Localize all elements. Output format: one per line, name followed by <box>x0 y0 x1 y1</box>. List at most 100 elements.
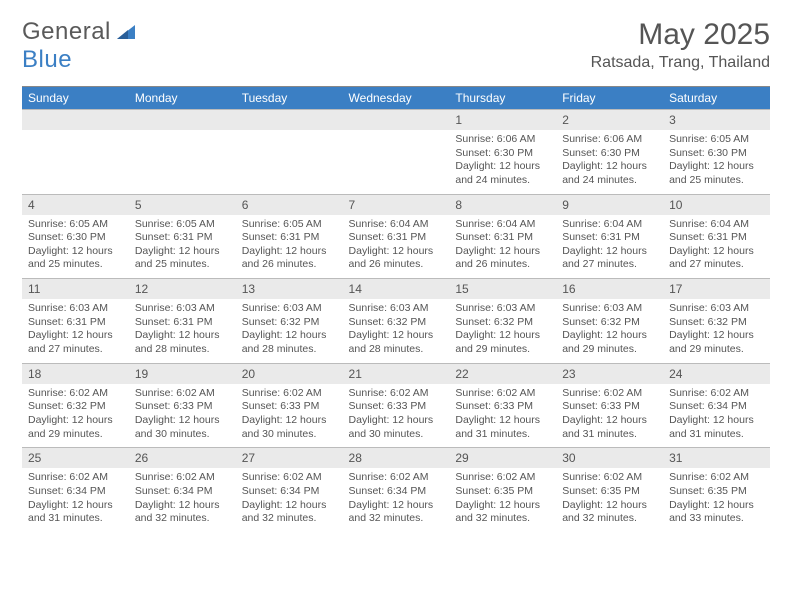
sunrise-line: Sunrise: 6:02 AM <box>135 387 230 401</box>
location: Ratsada, Trang, Thailand <box>591 54 770 72</box>
sunrise-line: Sunrise: 6:02 AM <box>669 387 764 401</box>
daylight-line: Daylight: 12 hours and 31 minutes. <box>669 414 764 441</box>
day-number-cell: 26 <box>129 448 236 469</box>
daylight-line: Daylight: 12 hours and 27 minutes. <box>562 245 657 272</box>
day-info-cell: Sunrise: 6:02 AMSunset: 6:33 PMDaylight:… <box>449 384 556 448</box>
day-number-cell: 30 <box>556 448 663 469</box>
daylight-line: Daylight: 12 hours and 29 minutes. <box>455 329 550 356</box>
daylight-line: Daylight: 12 hours and 27 minutes. <box>669 245 764 272</box>
header: General May 2025 Ratsada, Trang, Thailan… <box>22 18 770 72</box>
sunrise-line: Sunrise: 6:05 AM <box>242 218 337 232</box>
day-info-cell: Sunrise: 6:02 AMSunset: 6:33 PMDaylight:… <box>236 384 343 448</box>
daylight-line: Daylight: 12 hours and 30 minutes. <box>135 414 230 441</box>
daylight-line: Daylight: 12 hours and 29 minutes. <box>562 329 657 356</box>
day-number-row: 25262728293031 <box>22 448 770 469</box>
day-header-row: SundayMondayTuesdayWednesdayThursdayFrid… <box>22 87 770 110</box>
day-number-cell: 12 <box>129 279 236 300</box>
day-number-row: 123 <box>22 110 770 131</box>
daylight-line: Daylight: 12 hours and 27 minutes. <box>28 329 123 356</box>
sunset-line: Sunset: 6:34 PM <box>242 485 337 499</box>
sunrise-line: Sunrise: 6:02 AM <box>242 471 337 485</box>
sunset-line: Sunset: 6:32 PM <box>28 400 123 414</box>
day-info-cell: Sunrise: 6:02 AMSunset: 6:32 PMDaylight:… <box>22 384 129 448</box>
sunrise-line: Sunrise: 6:03 AM <box>455 302 550 316</box>
day-number-cell: 2 <box>556 110 663 131</box>
day-info-cell: Sunrise: 6:02 AMSunset: 6:34 PMDaylight:… <box>343 468 450 532</box>
day-info-cell: Sunrise: 6:03 AMSunset: 6:32 PMDaylight:… <box>236 299 343 363</box>
day-info-cell: Sunrise: 6:05 AMSunset: 6:31 PMDaylight:… <box>129 215 236 279</box>
day-number-cell: 27 <box>236 448 343 469</box>
day-number-row: 18192021222324 <box>22 363 770 384</box>
day-number-cell <box>236 110 343 131</box>
daylight-line: Daylight: 12 hours and 29 minutes. <box>28 414 123 441</box>
sunrise-line: Sunrise: 6:02 AM <box>242 387 337 401</box>
sunset-line: Sunset: 6:31 PM <box>135 316 230 330</box>
day-info-cell: Sunrise: 6:02 AMSunset: 6:34 PMDaylight:… <box>663 384 770 448</box>
sunrise-line: Sunrise: 6:02 AM <box>349 387 444 401</box>
daylight-line: Daylight: 12 hours and 25 minutes. <box>135 245 230 272</box>
sunset-line: Sunset: 6:35 PM <box>455 485 550 499</box>
day-number-cell: 16 <box>556 279 663 300</box>
logo-text-blue: Blue <box>22 46 72 73</box>
day-info-row: Sunrise: 6:05 AMSunset: 6:30 PMDaylight:… <box>22 215 770 279</box>
day-info-cell <box>343 130 450 194</box>
day-info-cell <box>236 130 343 194</box>
daylight-line: Daylight: 12 hours and 28 minutes. <box>135 329 230 356</box>
sunrise-line: Sunrise: 6:02 AM <box>135 471 230 485</box>
day-info-cell: Sunrise: 6:02 AMSunset: 6:35 PMDaylight:… <box>449 468 556 532</box>
sunrise-line: Sunrise: 6:02 AM <box>28 387 123 401</box>
day-info-row: Sunrise: 6:02 AMSunset: 6:32 PMDaylight:… <box>22 384 770 448</box>
daylight-line: Daylight: 12 hours and 32 minutes. <box>562 499 657 526</box>
sunset-line: Sunset: 6:30 PM <box>455 147 550 161</box>
daylight-line: Daylight: 12 hours and 33 minutes. <box>669 499 764 526</box>
day-number-cell: 21 <box>343 363 450 384</box>
day-number-cell: 22 <box>449 363 556 384</box>
day-number-cell: 14 <box>343 279 450 300</box>
day-header: Sunday <box>22 87 129 110</box>
day-number-cell: 18 <box>22 363 129 384</box>
sunrise-line: Sunrise: 6:05 AM <box>28 218 123 232</box>
sunrise-line: Sunrise: 6:02 AM <box>455 387 550 401</box>
day-info-cell: Sunrise: 6:03 AMSunset: 6:32 PMDaylight:… <box>343 299 450 363</box>
daylight-line: Daylight: 12 hours and 28 minutes. <box>242 329 337 356</box>
sunset-line: Sunset: 6:34 PM <box>669 400 764 414</box>
day-number-cell: 8 <box>449 194 556 215</box>
daylight-line: Daylight: 12 hours and 31 minutes. <box>562 414 657 441</box>
day-info-cell: Sunrise: 6:05 AMSunset: 6:30 PMDaylight:… <box>22 215 129 279</box>
day-info-cell: Sunrise: 6:03 AMSunset: 6:32 PMDaylight:… <box>556 299 663 363</box>
sunrise-line: Sunrise: 6:04 AM <box>669 218 764 232</box>
sunset-line: Sunset: 6:33 PM <box>455 400 550 414</box>
day-number-cell: 20 <box>236 363 343 384</box>
day-info-row: Sunrise: 6:02 AMSunset: 6:34 PMDaylight:… <box>22 468 770 532</box>
day-number-cell <box>129 110 236 131</box>
day-info-row: Sunrise: 6:03 AMSunset: 6:31 PMDaylight:… <box>22 299 770 363</box>
day-number-cell: 13 <box>236 279 343 300</box>
sunset-line: Sunset: 6:34 PM <box>349 485 444 499</box>
day-info-cell: Sunrise: 6:02 AMSunset: 6:35 PMDaylight:… <box>663 468 770 532</box>
daylight-line: Daylight: 12 hours and 32 minutes. <box>242 499 337 526</box>
sunset-line: Sunset: 6:31 PM <box>349 231 444 245</box>
daylight-line: Daylight: 12 hours and 25 minutes. <box>28 245 123 272</box>
month-title: May 2025 <box>591 18 770 52</box>
daylight-line: Daylight: 12 hours and 28 minutes. <box>349 329 444 356</box>
sunset-line: Sunset: 6:31 PM <box>135 231 230 245</box>
daylight-line: Daylight: 12 hours and 30 minutes. <box>242 414 337 441</box>
sunrise-line: Sunrise: 6:03 AM <box>28 302 123 316</box>
day-info-cell: Sunrise: 6:04 AMSunset: 6:31 PMDaylight:… <box>449 215 556 279</box>
daylight-line: Daylight: 12 hours and 32 minutes. <box>455 499 550 526</box>
sunrise-line: Sunrise: 6:02 AM <box>669 471 764 485</box>
day-info-cell: Sunrise: 6:05 AMSunset: 6:30 PMDaylight:… <box>663 130 770 194</box>
day-info-cell: Sunrise: 6:06 AMSunset: 6:30 PMDaylight:… <box>449 130 556 194</box>
day-number-cell: 25 <box>22 448 129 469</box>
sunset-line: Sunset: 6:32 PM <box>242 316 337 330</box>
logo: General <box>22 18 139 46</box>
sunset-line: Sunset: 6:31 PM <box>669 231 764 245</box>
sunset-line: Sunset: 6:30 PM <box>669 147 764 161</box>
day-number-cell: 23 <box>556 363 663 384</box>
daylight-line: Daylight: 12 hours and 29 minutes. <box>669 329 764 356</box>
sunset-line: Sunset: 6:31 PM <box>242 231 337 245</box>
day-header: Tuesday <box>236 87 343 110</box>
day-info-cell: Sunrise: 6:02 AMSunset: 6:34 PMDaylight:… <box>129 468 236 532</box>
sunrise-line: Sunrise: 6:05 AM <box>135 218 230 232</box>
sunset-line: Sunset: 6:35 PM <box>562 485 657 499</box>
